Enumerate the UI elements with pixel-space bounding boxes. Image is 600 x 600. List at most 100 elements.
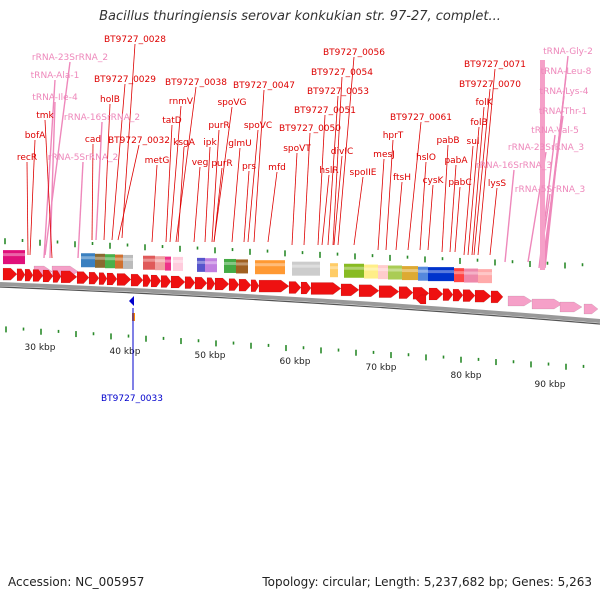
feature-label[interactable]: pabA xyxy=(444,156,468,166)
cog-block-stripe xyxy=(236,262,248,266)
feature-label[interactable]: ftsH xyxy=(393,173,411,183)
feature-label[interactable]: holB xyxy=(100,95,120,105)
feature-label[interactable]: tRNA-Gly-2 xyxy=(543,47,593,57)
feature-label[interactable]: ksgA xyxy=(173,138,196,148)
feature-label[interactable]: metG xyxy=(145,156,170,166)
feature-label[interactable]: folB xyxy=(470,118,487,128)
feature-label[interactable]: hprT xyxy=(383,131,404,141)
feature-label[interactable]: tRNA-Ala-1 xyxy=(31,71,80,81)
leader-line xyxy=(317,114,326,246)
feature-label[interactable]: rRNA-5SrRNA_3 xyxy=(515,185,585,195)
feature-label[interactable]: rRNA-23SrRNA_3 xyxy=(508,143,584,153)
feature-label[interactable]: rRNA-16SrRNA_3 xyxy=(476,161,552,171)
leader-line xyxy=(213,167,223,243)
feature-label[interactable]: rRNA-23SrRNA_2 xyxy=(32,53,108,63)
feature-label[interactable]: BT9727_0051 xyxy=(294,106,356,116)
feature-label[interactable]: BT9727_0056 xyxy=(323,48,385,58)
kbp-tick-label: 70 kbp xyxy=(366,363,397,373)
feature-label[interactable]: rRNA-5SrRNA_2 xyxy=(48,153,118,163)
leader-line xyxy=(247,129,259,243)
feature-label[interactable]: lysS xyxy=(488,179,507,189)
feature-label[interactable]: BT9727_0054 xyxy=(311,68,373,78)
feature-label[interactable]: hslR xyxy=(319,166,338,176)
leader-line xyxy=(454,186,461,253)
feature-label[interactable]: tatD xyxy=(162,116,182,126)
feature-label[interactable]: spoVC xyxy=(244,121,272,131)
feature-label[interactable]: BT9727_0029 xyxy=(94,75,156,85)
feature-label[interactable]: BT9727_0038 xyxy=(165,78,227,88)
feature-label[interactable]: ipk xyxy=(203,138,217,148)
feature-label[interactable]: pabC xyxy=(448,178,471,188)
feature-label[interactable]: rRNA-16SrRNA_2 xyxy=(64,113,140,123)
feature-label[interactable]: spoIIE xyxy=(350,168,377,178)
feature-label[interactable]: BT9727_0028 xyxy=(104,35,166,45)
highlight-marker[interactable] xyxy=(129,296,134,306)
highlight-label[interactable]: BT9727_0033 xyxy=(101,394,163,404)
feature-label[interactable]: tRNA-Leu-8 xyxy=(541,67,592,77)
feature-label[interactable]: veg xyxy=(192,158,209,168)
feature-label[interactable]: BT9727_0061 xyxy=(390,113,452,123)
leader-line xyxy=(177,146,185,243)
feature-label[interactable]: prs xyxy=(242,162,256,172)
leader-line xyxy=(117,144,140,241)
genome-summary-text: Topology: circular; Length: 5,237,682 bp… xyxy=(262,575,592,589)
leader-line xyxy=(353,176,364,246)
leader-line xyxy=(231,147,241,243)
feature-label[interactable]: mesJ xyxy=(373,150,395,160)
feature-label[interactable]: BT9727_0047 xyxy=(233,81,295,91)
feature-arrow xyxy=(583,303,599,315)
feature-label[interactable]: BT9727_0032 xyxy=(108,136,170,146)
backbone-arc xyxy=(0,282,600,323)
cog-block xyxy=(388,265,402,280)
feature-arrow xyxy=(288,281,302,294)
feature-label[interactable]: folK xyxy=(475,98,493,108)
cog-block xyxy=(292,261,320,276)
feature-label[interactable]: tmk xyxy=(36,111,54,121)
feature-label[interactable]: mfd xyxy=(268,163,286,173)
feature-label[interactable]: divIC xyxy=(331,147,353,157)
feature-label[interactable]: purR xyxy=(208,121,229,131)
feature-arrow xyxy=(474,289,492,303)
leader-line xyxy=(332,76,343,246)
feature-label[interactable]: sul xyxy=(467,137,480,147)
feature-label[interactable]: pabB xyxy=(436,136,459,146)
feature-label[interactable]: BT9727_0053 xyxy=(307,87,369,97)
backbone-arc-shadow xyxy=(0,286,600,325)
cog-block-stripe xyxy=(224,261,236,265)
highlighted-feature[interactable]: BT9727_0033 xyxy=(101,296,163,404)
leader-line xyxy=(449,164,457,253)
leader-line xyxy=(44,119,53,259)
feature-label[interactable]: tRNA-Lys-4 xyxy=(540,87,589,97)
kbp-tick-label: 30 kbp xyxy=(25,343,56,353)
feature-label[interactable]: tRNA-Ile-4 xyxy=(32,93,78,103)
feature-label[interactable]: rnmV xyxy=(169,97,194,107)
cog-block xyxy=(255,260,285,275)
feature-label[interactable]: BT9727_0070 xyxy=(459,80,521,90)
feature-arrow xyxy=(258,279,290,293)
feature-label[interactable]: bofA xyxy=(25,131,46,141)
feature-arrow xyxy=(310,282,342,295)
leader-line xyxy=(337,56,355,246)
leader-line xyxy=(471,106,485,256)
cog-block-stripe xyxy=(197,260,205,264)
cog-block xyxy=(165,256,171,271)
cog-block-stripe xyxy=(205,261,217,265)
feature-arrow xyxy=(490,290,504,304)
feature-label[interactable]: cad xyxy=(85,135,101,145)
feature-label[interactable]: glmU xyxy=(228,139,252,149)
feature-label[interactable]: tRNA-Thr-1 xyxy=(539,107,587,117)
feature-label[interactable]: cysK xyxy=(423,176,445,186)
leader-line xyxy=(303,132,311,246)
feature-label[interactable]: spoVG xyxy=(217,98,246,108)
feature-label[interactable]: spoVT xyxy=(283,144,311,154)
feature-label[interactable]: hslO xyxy=(416,153,436,163)
feature-label[interactable]: purR xyxy=(211,159,232,169)
leader-line xyxy=(91,143,94,241)
feature-label[interactable]: BT9727_0050 xyxy=(279,124,341,134)
feature-label[interactable]: recR xyxy=(17,153,37,163)
feature-arrow xyxy=(559,301,583,313)
feature-label[interactable]: tRNA-Val-5 xyxy=(531,126,579,136)
feature-arrow xyxy=(398,286,414,299)
feature-label[interactable]: BT9727_0071 xyxy=(464,60,526,70)
